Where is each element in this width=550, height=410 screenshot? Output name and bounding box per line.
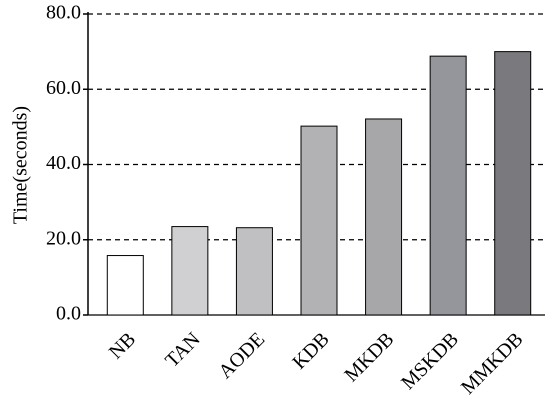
y-tick-label: 0.0 [56, 303, 81, 325]
y-tick-label: 20.0 [46, 227, 81, 249]
x-tick-label: KDB [288, 328, 333, 373]
bar [235, 227, 273, 316]
x-tick-label: MMKDB [457, 328, 528, 399]
y-tick-label: 80.0 [46, 2, 81, 24]
x-tick-label: NB [105, 328, 140, 363]
y-tick-label: 60.0 [46, 77, 81, 99]
y-tick-label: 40.0 [46, 152, 81, 174]
x-tick-label: TAN [161, 328, 204, 371]
x-tick-label: AODE [214, 328, 269, 383]
bar [365, 118, 403, 316]
y-axis-label: Time(seconds) [10, 106, 32, 224]
bar [106, 255, 144, 316]
x-tick-label: MSKDB [397, 328, 463, 394]
x-tick-label: MKDB [340, 328, 398, 386]
bar [171, 226, 209, 316]
bar [494, 51, 532, 316]
bar [300, 125, 338, 316]
bar [429, 55, 467, 316]
